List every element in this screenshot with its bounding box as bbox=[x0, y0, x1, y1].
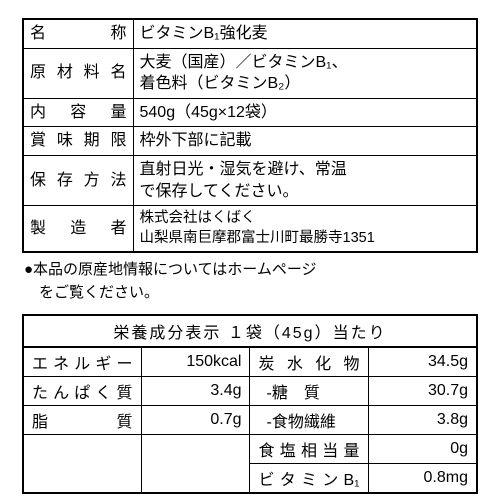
info-value: 枠外下部に記載 bbox=[133, 127, 477, 156]
info-label: 保存方法 bbox=[23, 155, 133, 205]
nutrition-sublabel: -食物繊維 bbox=[250, 406, 368, 435]
nutrition-title: 栄養成分表示 １袋（45g）当たり bbox=[22, 314, 478, 346]
empty-cell bbox=[23, 435, 141, 494]
info-label: 原材料名 bbox=[23, 48, 133, 98]
nutrition-label: 食塩相当量 bbox=[250, 435, 368, 464]
product-info-table: 名 称 ビタミンB₁強化麦 原材料名 大麦（国産）／ビタミンB₁、 着色料（ビタ… bbox=[22, 18, 478, 253]
nutrition-label: 脂 質 bbox=[23, 406, 141, 435]
nutrition-label: 炭水化物 bbox=[250, 347, 368, 377]
nutrition-value: 3.4g bbox=[141, 377, 250, 406]
nutrition-value: 0.7g bbox=[141, 406, 250, 435]
nutrition-value: 0.8mg bbox=[368, 464, 477, 494]
info-label: 製 造 者 bbox=[23, 206, 133, 253]
empty-cell bbox=[141, 435, 250, 494]
info-value: 540g（45g×12袋） bbox=[133, 98, 477, 127]
info-label: 内 容 量 bbox=[23, 98, 133, 127]
info-value: 株式会社はくばく 山梨県南巨摩郡富士川町最勝寺1351 bbox=[133, 206, 477, 253]
nutrition-label: たんぱく質 bbox=[23, 377, 141, 406]
nutrition-value: 3.8g bbox=[368, 406, 477, 435]
origin-note: ●本品の原産地情報についてはホームページ をご覧ください。 bbox=[24, 259, 478, 304]
info-value: ビタミンB₁強化麦 bbox=[133, 19, 477, 48]
nutrition-value: 0g bbox=[368, 435, 477, 464]
nutrition-value: 34.5g bbox=[368, 347, 477, 377]
nutrition-label: エネルギー bbox=[23, 347, 141, 377]
nutrition-sublabel: -糖 質 bbox=[250, 377, 368, 406]
nutrition-value: 30.7g bbox=[368, 377, 477, 406]
nutrition-table: エネルギー 150kcal 炭水化物 34.5g たんぱく質 3.4g -糖 質… bbox=[22, 346, 478, 494]
nutrition-value: 150kcal bbox=[141, 347, 250, 377]
info-value: 大麦（国産）／ビタミンB₁、 着色料（ビタミンB₂） bbox=[133, 48, 477, 98]
info-value: 直射日光・湿気を避け、常温 で保存してください。 bbox=[133, 155, 477, 205]
info-label: 賞味期限 bbox=[23, 127, 133, 156]
info-label: 名 称 bbox=[23, 19, 133, 48]
nutrition-label: ビタミンB₁ bbox=[250, 464, 368, 494]
